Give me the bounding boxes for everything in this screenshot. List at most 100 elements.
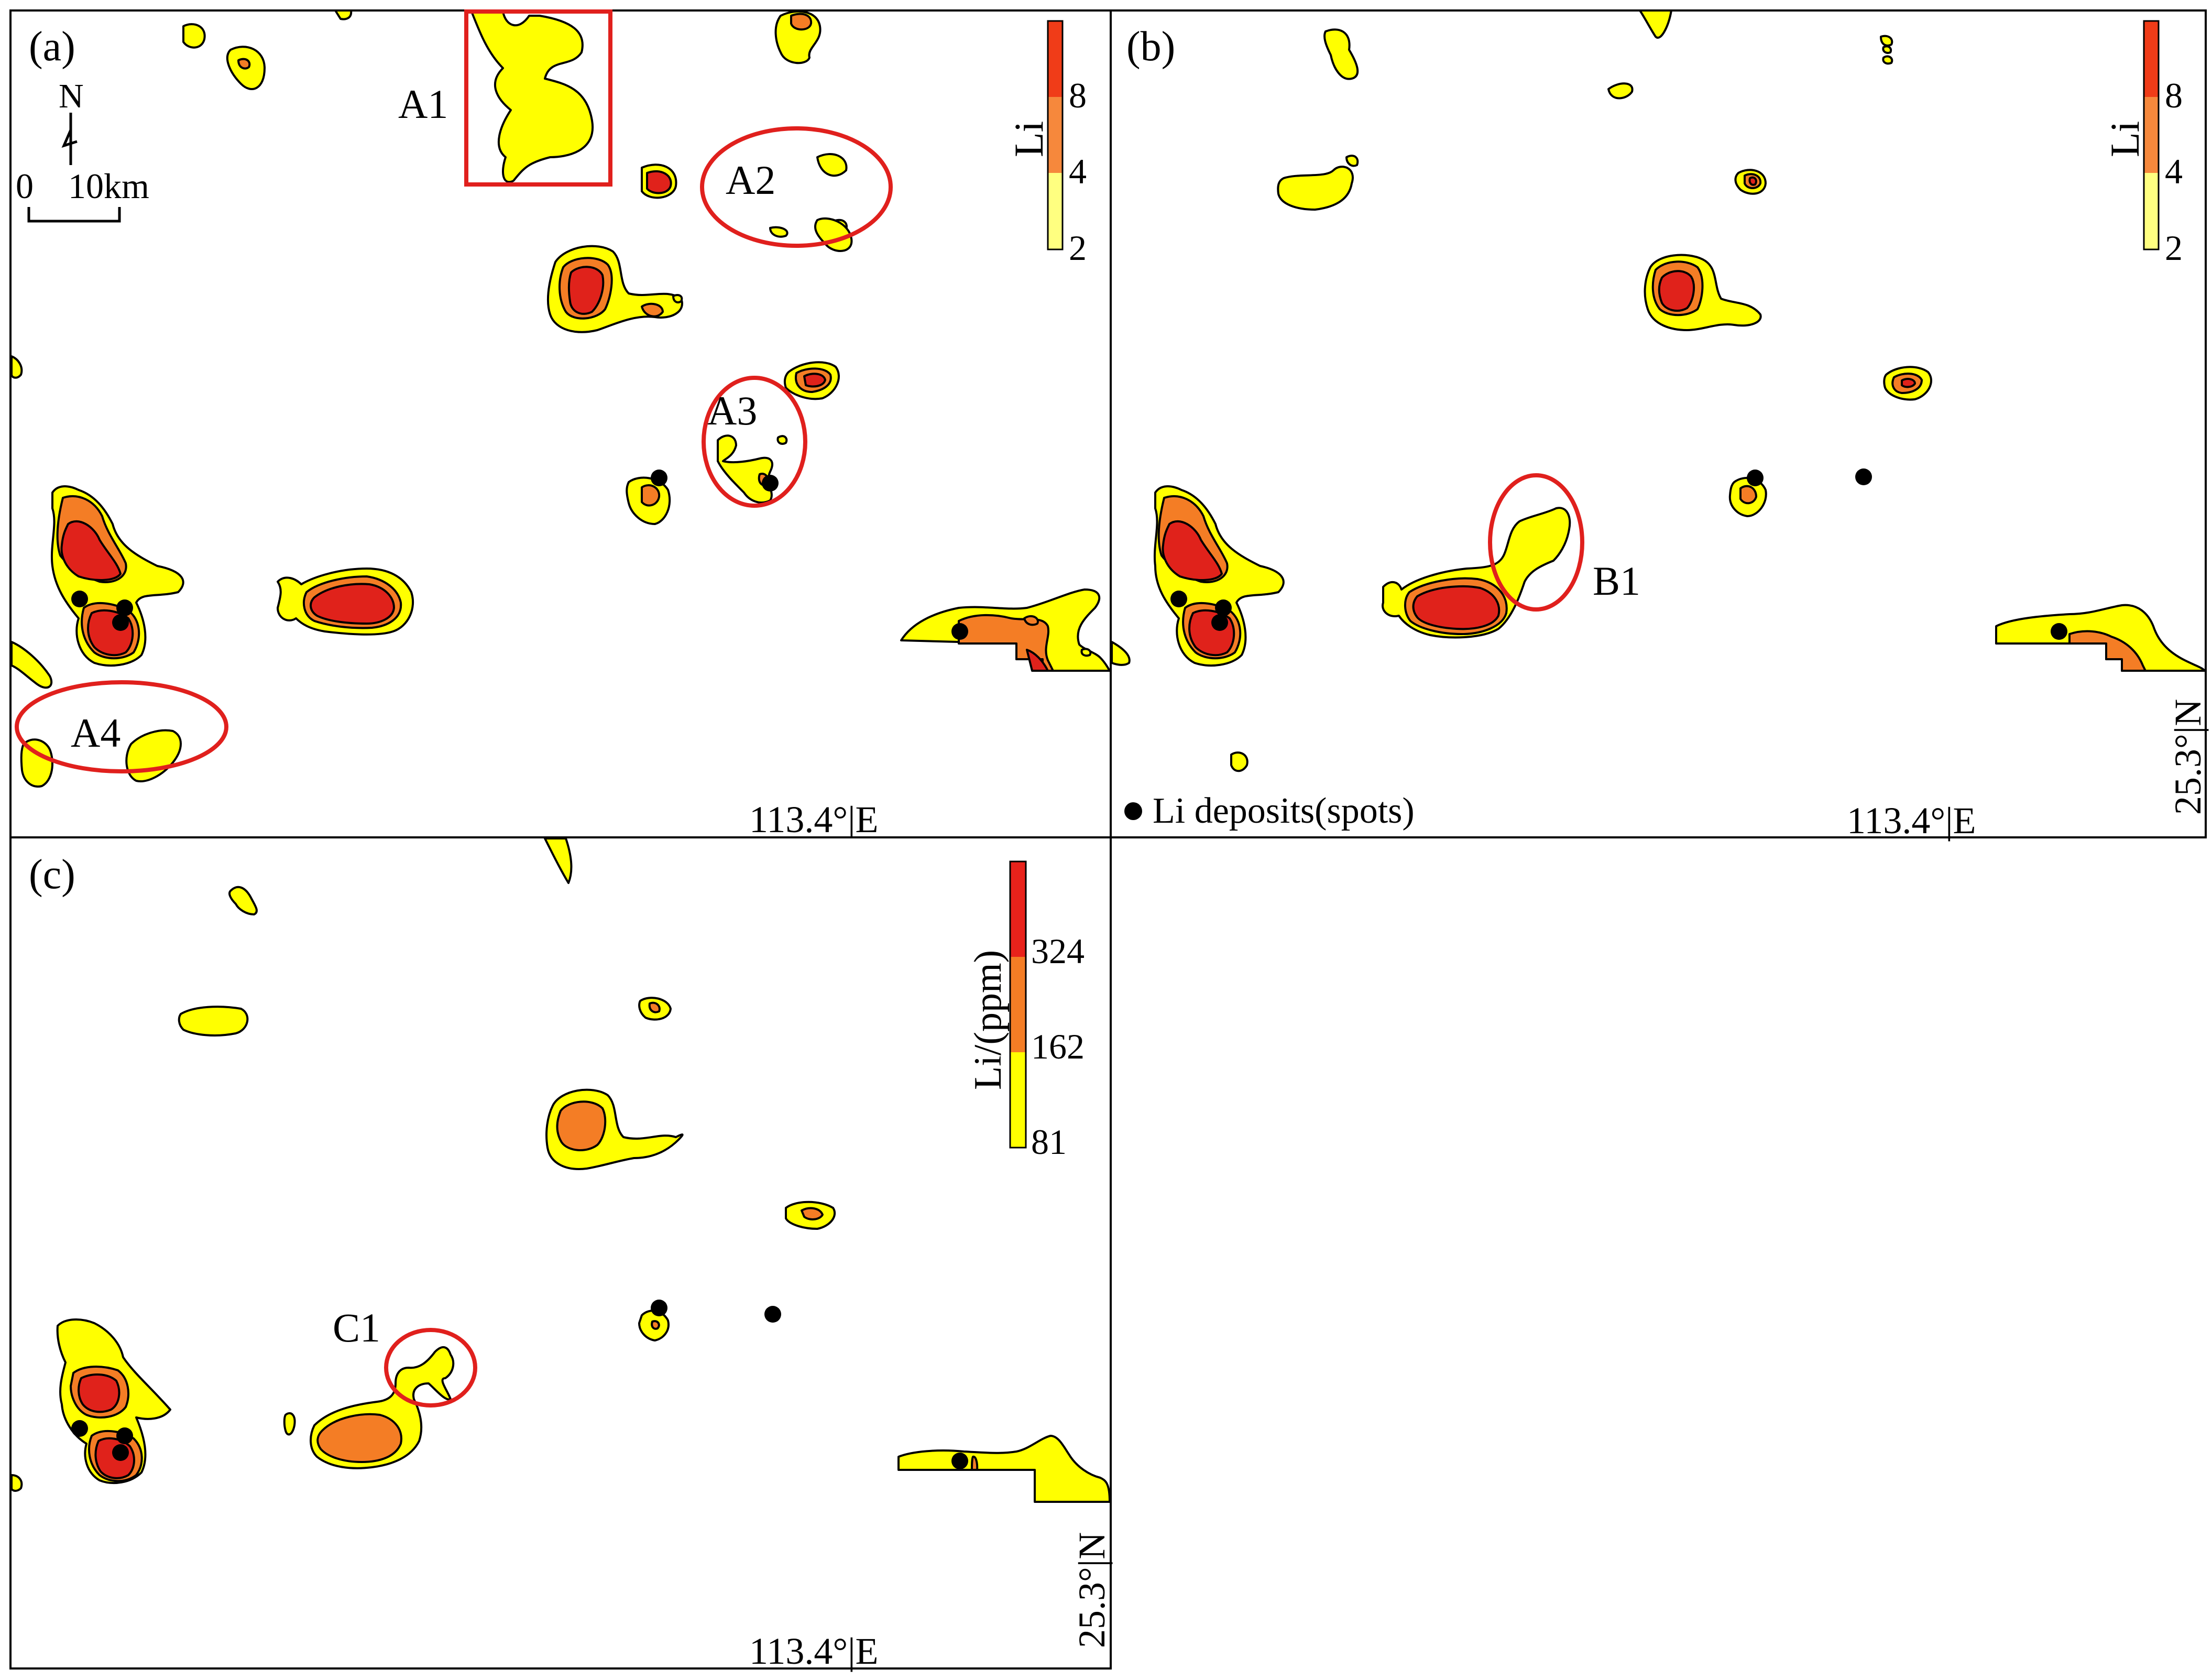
li-deposit-marker xyxy=(762,475,779,492)
scale-bar xyxy=(27,207,121,223)
li-deposit-marker xyxy=(116,599,133,616)
contour-high xyxy=(1748,176,1757,186)
contour-high xyxy=(646,170,672,194)
contour-high xyxy=(78,1373,121,1413)
legend-tick-4: 4 xyxy=(1069,151,1087,191)
anomaly-ellipse-A4 xyxy=(15,680,228,773)
legend-tick-8: 8 xyxy=(2165,75,2183,115)
legend-bin-high xyxy=(1010,861,1026,957)
li-deposit-marker xyxy=(112,614,129,631)
contour-mid xyxy=(641,484,661,507)
contour-low xyxy=(1323,28,1359,80)
legend-bin-low xyxy=(1048,173,1063,249)
legend-tick-2: 2 xyxy=(2165,228,2183,268)
li-deposit-marker xyxy=(112,1444,129,1461)
contour-low xyxy=(1277,166,1354,211)
latitude-label: 25.3°|N xyxy=(1071,1532,1113,1648)
contour-mid xyxy=(1023,615,1039,626)
legend-tick-324: 324 xyxy=(1031,931,1085,971)
contour-low xyxy=(776,435,788,445)
longitude-label: 113.4°|E xyxy=(1847,800,1976,842)
contour-mid xyxy=(1739,485,1757,505)
anomaly-label-C1: C1 xyxy=(333,1305,380,1350)
legend-bin-high xyxy=(1048,21,1063,97)
contour-low xyxy=(897,1435,1111,1503)
panel-b-deposits xyxy=(1170,468,2067,640)
contour-low xyxy=(1607,82,1634,100)
li-deposit-marker xyxy=(71,1420,88,1437)
contour-low xyxy=(228,886,258,915)
contour-low xyxy=(1882,55,1893,65)
contour-high xyxy=(1162,520,1223,581)
panel-a-legend: 8 4 2 Li xyxy=(1006,20,1087,268)
legend-tick-4: 4 xyxy=(2165,151,2183,191)
contour-low xyxy=(470,10,594,183)
anomaly-ellipse-A2 xyxy=(700,126,893,248)
contour-low xyxy=(10,355,23,379)
legend-tick-8: 8 xyxy=(1069,75,1087,115)
contour-low xyxy=(20,738,53,788)
legend-bin-mid xyxy=(1010,957,1026,1052)
scale-zero: 0 xyxy=(16,166,34,206)
panel-c: C1 (c) 324 162 81 Li/(ppm) 113.4°|E 25.3… xyxy=(9,836,1113,1672)
contour-mid xyxy=(2068,630,2147,672)
legend-tick-162: 162 xyxy=(1031,1027,1085,1066)
contour-high xyxy=(1026,649,1049,672)
longitude-label: 113.4°|E xyxy=(749,1630,879,1672)
legend-colorbar-frame xyxy=(2143,20,2160,250)
contour-low xyxy=(1080,648,1092,657)
legend-tick-2: 2 xyxy=(1069,228,1087,268)
contour-low xyxy=(178,1006,249,1037)
contour-mid xyxy=(790,13,813,31)
contour-low xyxy=(283,1412,296,1436)
contour-high xyxy=(1658,270,1695,312)
contour-low xyxy=(544,837,573,884)
contour-low xyxy=(182,23,206,49)
anomaly-label-A2: A2 xyxy=(726,157,775,203)
contour-low xyxy=(816,153,848,177)
scale-length: 10km xyxy=(68,166,149,206)
contour-low xyxy=(769,226,789,238)
li-deposit-marker xyxy=(951,1453,968,1469)
legend-bin-mid xyxy=(1048,97,1063,173)
contour-low xyxy=(1880,35,1893,47)
panel-b-frame xyxy=(1110,9,2207,838)
li-deposit-marker xyxy=(1747,470,1764,486)
panel-c-deposits xyxy=(71,1300,968,1469)
contour-high xyxy=(1188,609,1235,657)
longitude-label: 113.4°|E xyxy=(749,799,879,841)
anomaly-label-A1: A1 xyxy=(398,81,448,127)
anomaly-label-A3: A3 xyxy=(707,388,757,433)
contour-mid xyxy=(641,302,664,318)
contour-mid xyxy=(971,1455,979,1471)
legend-bin-high xyxy=(2144,21,2159,97)
panel-label-b: (b) xyxy=(1126,24,1175,70)
contour-low xyxy=(672,294,683,303)
contour-high xyxy=(60,520,122,581)
anomaly-ellipse-A3 xyxy=(702,376,807,508)
panel-a-deposits xyxy=(71,470,968,640)
legend-colorbar-frame xyxy=(1009,860,1027,1149)
contour-high xyxy=(1901,378,1916,388)
contour-low xyxy=(717,434,773,504)
contour-low xyxy=(1882,45,1892,54)
contour-low xyxy=(1639,9,1672,39)
contour-low xyxy=(10,641,53,689)
legend-colorbar-frame xyxy=(1047,20,1064,250)
panel-c-frame xyxy=(9,836,1112,1670)
contour-high xyxy=(310,583,395,625)
contour-high xyxy=(1412,585,1501,630)
li-deposit-marker xyxy=(651,470,667,486)
li-deposit-marker xyxy=(116,1427,133,1444)
panel-label-c: (c) xyxy=(29,852,75,898)
li-deposit-marker xyxy=(1211,614,1228,631)
legend-title: Li xyxy=(2102,121,2148,157)
anomaly-label-B1: B1 xyxy=(1593,558,1640,604)
legend-title: Li xyxy=(1006,121,1052,157)
contour-low xyxy=(334,9,353,20)
li-deposit-marker xyxy=(1855,468,1872,485)
legend-title: Li/(ppm) xyxy=(967,950,1010,1090)
panel-a: A1 A2 A3 A4 (a) N 0 10km 8 4 2 Li 113.4°… xyxy=(9,9,1112,841)
deposit-legend-symbol xyxy=(1124,802,1142,820)
